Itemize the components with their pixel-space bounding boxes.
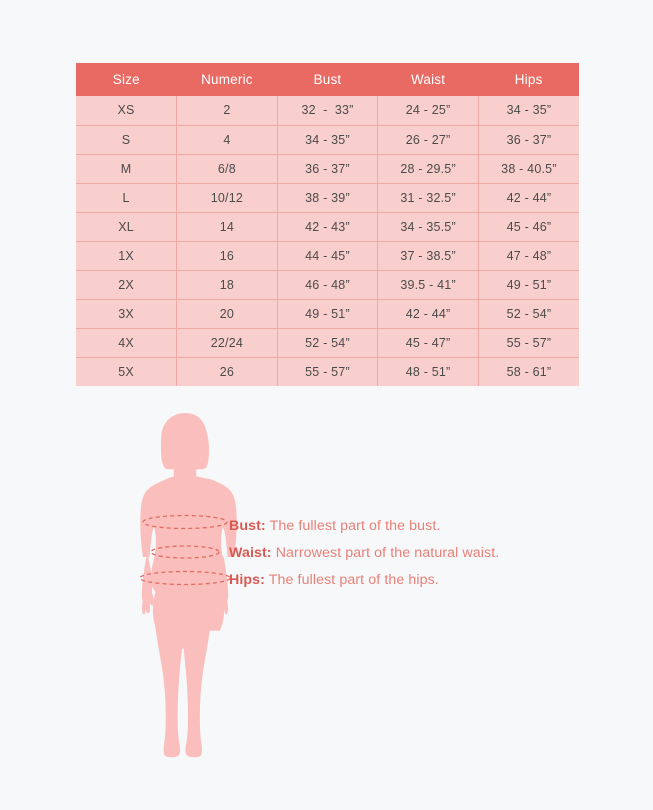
cell-size: 3X xyxy=(76,299,178,329)
cell-size: L xyxy=(76,183,178,213)
table-row: 2X 18 46 - 48” 39.5 - 41” 49 - 51” xyxy=(76,270,579,300)
cell-size: 5X xyxy=(76,357,178,386)
cell-bust: 32 - 33” xyxy=(277,96,379,126)
column-header-numeric: Numeric xyxy=(176,63,278,96)
size-chart-table-head: Size Numeric Bust Waist Hips xyxy=(76,63,579,96)
cell-numeric: 16 xyxy=(176,241,278,271)
cell-bust: 55 - 57” xyxy=(277,357,379,386)
cell-waist: 28 - 29.5” xyxy=(377,154,479,184)
cell-size: 1X xyxy=(76,241,178,271)
cell-waist: 39.5 - 41” xyxy=(377,270,479,300)
measurement-guide-section: Bust: The fullest part of the bust. Wais… xyxy=(0,405,653,775)
cell-numeric: 20 xyxy=(176,299,278,329)
cell-bust: 34 - 35” xyxy=(277,125,379,155)
cell-bust: 46 - 48” xyxy=(277,270,379,300)
cell-waist: 37 - 38.5” xyxy=(377,241,479,271)
cell-waist: 24 - 25” xyxy=(377,96,479,126)
cell-bust: 36 - 37” xyxy=(277,154,379,184)
column-header-size: Size xyxy=(76,63,177,96)
cell-bust: 44 - 45” xyxy=(277,241,379,271)
female-body-silhouette-icon xyxy=(139,413,237,758)
cell-bust: 52 - 54” xyxy=(277,328,379,358)
table-header-row: Size Numeric Bust Waist Hips xyxy=(76,63,579,96)
table-row: M 6/8 36 - 37” 28 - 29.5” 38 - 40.5” xyxy=(76,154,579,184)
legend-description-bust: The fullest part of the bust. xyxy=(269,518,441,534)
table-row: 5X 26 55 - 57” 48 - 51” 58 - 61” xyxy=(76,357,579,386)
cell-bust: 38 - 39” xyxy=(277,183,379,213)
size-chart-table-body: XS 2 32 - 33” 24 - 25” 34 - 35” S 4 34 -… xyxy=(76,96,579,386)
cell-numeric: 10/12 xyxy=(176,183,278,213)
waist-measurement-line xyxy=(150,545,220,559)
column-header-waist: Waist xyxy=(377,63,479,96)
cell-size: 2X xyxy=(76,270,178,300)
bust-measurement-line xyxy=(142,514,228,530)
table-row: XS 2 32 - 33” 24 - 25” 34 - 35” xyxy=(76,96,579,126)
cell-numeric: 26 xyxy=(176,357,278,386)
cell-numeric: 6/8 xyxy=(176,154,278,184)
cell-numeric: 18 xyxy=(176,270,278,300)
legend-item-waist: Waist: Narrowest part of the natural wai… xyxy=(229,540,559,567)
cell-waist: 31 - 32.5” xyxy=(377,183,479,213)
cell-waist: 42 - 44” xyxy=(377,299,479,329)
legend-description-waist: Narrowest part of the natural waist. xyxy=(275,545,500,561)
cell-size: M xyxy=(76,154,178,184)
cell-size: XL xyxy=(76,212,178,242)
cell-hips: 52 - 54” xyxy=(478,299,579,329)
table-row: 4X 22/24 52 - 54” 45 - 47” 55 - 57” xyxy=(76,328,579,358)
cell-hips: 55 - 57” xyxy=(478,328,579,358)
cell-numeric: 2 xyxy=(176,96,278,126)
cell-hips: 38 - 40.5” xyxy=(478,154,579,184)
cell-waist: 34 - 35.5” xyxy=(377,212,479,242)
cell-hips: 49 - 51” xyxy=(478,270,579,300)
legend-item-hips: Hips: The fullest part of the hips. xyxy=(229,567,559,594)
cell-numeric: 22/24 xyxy=(176,328,278,358)
cell-hips: 58 - 61” xyxy=(478,357,579,386)
cell-hips: 34 - 35” xyxy=(478,96,579,126)
cell-size: S xyxy=(76,125,178,155)
cell-numeric: 14 xyxy=(176,212,278,242)
table-row: L 10/12 38 - 39” 31 - 32.5” 42 - 44” xyxy=(76,183,579,213)
size-chart-table: Size Numeric Bust Waist Hips XS 2 32 - 3… xyxy=(76,63,579,386)
cell-bust: 49 - 51” xyxy=(277,299,379,329)
legend-term-hips: Hips: xyxy=(229,572,265,588)
table-row: 3X 20 49 - 51” 42 - 44” 52 - 54” xyxy=(76,299,579,329)
cell-waist: 26 - 27” xyxy=(377,125,479,155)
table-row: S 4 34 - 35” 26 - 27” 36 - 37” xyxy=(76,125,579,155)
cell-size: 4X xyxy=(76,328,178,358)
cell-hips: 36 - 37” xyxy=(478,125,579,155)
cell-hips: 45 - 46” xyxy=(478,212,579,242)
legend-term-bust: Bust: xyxy=(229,518,266,534)
cell-bust: 42 - 43” xyxy=(277,212,379,242)
cell-size: XS xyxy=(76,96,178,126)
column-header-hips: Hips xyxy=(478,63,579,96)
legend-description-hips: The fullest part of the hips. xyxy=(268,572,439,588)
cell-waist: 48 - 51” xyxy=(377,357,479,386)
cell-hips: 42 - 44” xyxy=(478,183,579,213)
cell-hips: 47 - 48” xyxy=(478,241,579,271)
column-header-bust: Bust xyxy=(277,63,378,96)
cell-numeric: 4 xyxy=(176,125,278,155)
legend-term-waist: Waist: xyxy=(229,545,272,561)
hips-measurement-line xyxy=(139,570,231,586)
table-row: 1X 16 44 - 45” 37 - 38.5” 47 - 48” xyxy=(76,241,579,271)
table-row: XL 14 42 - 43” 34 - 35.5” 45 - 46” xyxy=(76,212,579,242)
measurement-legend: Bust: The fullest part of the bust. Wais… xyxy=(229,513,559,594)
cell-waist: 45 - 47” xyxy=(377,328,479,358)
legend-item-bust: Bust: The fullest part of the bust. xyxy=(229,513,559,540)
